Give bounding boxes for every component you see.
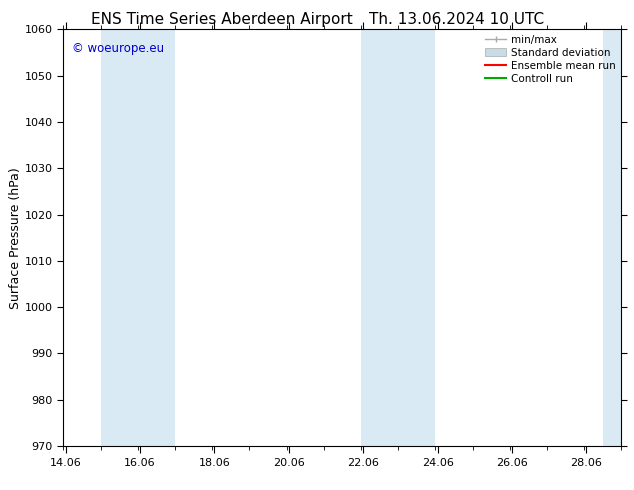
Y-axis label: Surface Pressure (hPa): Surface Pressure (hPa) [9,167,22,309]
Bar [361,29,436,446]
Bar [603,29,625,446]
Bar [101,29,175,446]
Text: Th. 13.06.2024 10 UTC: Th. 13.06.2024 10 UTC [369,12,544,27]
Text: © woeurope.eu: © woeurope.eu [72,42,164,55]
Legend: min/max, Standard deviation, Ensemble mean run, Controll run: min/max, Standard deviation, Ensemble me… [482,31,619,87]
Text: ENS Time Series Aberdeen Airport: ENS Time Series Aberdeen Airport [91,12,353,27]
